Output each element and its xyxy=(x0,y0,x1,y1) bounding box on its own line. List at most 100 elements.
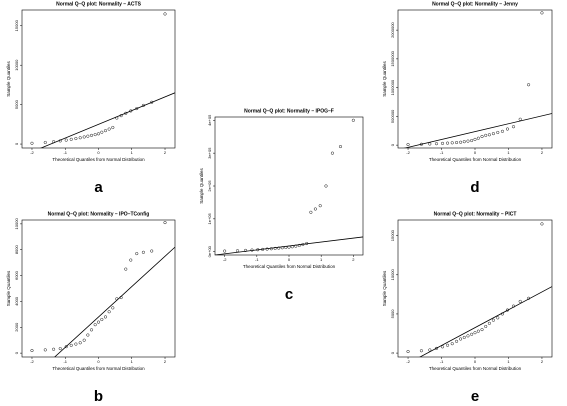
y-tick-label: 500000 xyxy=(390,109,395,123)
qq-point xyxy=(30,349,34,353)
y-tick-label: 1e+05 xyxy=(207,212,212,224)
qq-point xyxy=(466,139,470,143)
plot-frame xyxy=(397,9,553,149)
qq-point xyxy=(100,130,104,134)
qq-point xyxy=(473,137,477,141)
x-tick-label: 0 xyxy=(474,359,477,364)
y-axis-label: Sample Quantiles xyxy=(382,60,387,96)
qq-point xyxy=(256,248,260,252)
x-tick-label: -1 xyxy=(440,150,444,155)
x-tick-label: 2 xyxy=(164,359,167,364)
qq-point xyxy=(446,141,450,145)
panel-label: a xyxy=(94,179,103,196)
qq-point xyxy=(58,347,62,351)
qq-point xyxy=(527,83,531,87)
qq-point xyxy=(459,140,463,144)
y-tick-label: 6000 xyxy=(14,270,19,280)
qq-point xyxy=(58,139,62,143)
qq-point xyxy=(511,304,516,308)
qq-point xyxy=(30,141,34,145)
qq-point xyxy=(487,133,491,137)
y-tick-label: 0 xyxy=(14,142,19,145)
qq-point xyxy=(141,103,145,107)
panel-label: e xyxy=(471,388,479,405)
qq-point xyxy=(111,306,115,310)
qq-panel: Normal Q–Q plot: Normality – ACTS Theoret… xyxy=(6,1,176,196)
x-tick-label: 0 xyxy=(97,150,100,155)
qq-panel: Normal Q–Q plot: Normality – PICT Theoret… xyxy=(382,211,553,405)
qq-point xyxy=(86,134,90,138)
x-tick-label: 0 xyxy=(474,150,477,155)
y-axis-label: Sample Quantiles xyxy=(382,270,387,306)
qq-point xyxy=(290,245,294,249)
y-tick-label: 15000 xyxy=(14,19,19,31)
qq-point xyxy=(505,308,509,312)
qq-point xyxy=(480,134,484,139)
qq-point xyxy=(124,111,128,115)
y-axis-label: Sample Quantiles xyxy=(199,167,204,203)
qq-point xyxy=(244,248,248,252)
x-tick-label: 2 xyxy=(164,150,167,155)
qq-panel: Normal Q–Q plot: Normality – IPOG–F Theor… xyxy=(199,108,364,303)
qq-point xyxy=(163,12,167,16)
x-tick-label: 2 xyxy=(541,359,544,364)
qq-point xyxy=(491,318,495,322)
qq-point xyxy=(406,349,410,354)
qq-point xyxy=(135,252,139,256)
qq-point xyxy=(43,140,47,145)
qq-point xyxy=(324,184,328,188)
y-tick-label: 5000 xyxy=(14,99,19,109)
x-tick-label: -2 xyxy=(30,150,34,155)
panel-label: b xyxy=(94,388,103,405)
qq-point xyxy=(235,249,240,253)
qq-point xyxy=(473,331,477,335)
qq-point xyxy=(301,242,305,247)
qq-point xyxy=(500,312,504,316)
qq-point xyxy=(476,136,480,140)
qq-point xyxy=(462,335,466,339)
qq-point xyxy=(277,246,281,250)
qq-point xyxy=(287,245,291,249)
chart-title: Normal Q–Q plot: Normality – ACTS xyxy=(56,1,141,7)
x-tick-label: -2 xyxy=(406,150,410,155)
qq-point xyxy=(269,247,273,251)
qq-point xyxy=(103,315,108,319)
qq-point xyxy=(273,246,277,250)
panel-label: c xyxy=(285,286,293,303)
qq-point xyxy=(223,249,227,253)
y-tick-label: 0 xyxy=(390,351,395,354)
qq-point xyxy=(470,332,474,336)
qq-point xyxy=(135,107,139,111)
qq-point xyxy=(265,247,269,251)
qq-point xyxy=(115,116,119,120)
x-tick-label: -1 xyxy=(63,150,67,155)
qq-point xyxy=(96,320,101,324)
qq-point xyxy=(330,151,334,155)
qq-panel: Normal Q–Q plot: Normality – IPO–TConfig… xyxy=(6,211,176,405)
y-tick-label: 4000 xyxy=(14,296,19,306)
qq-point xyxy=(441,141,445,145)
qq-point xyxy=(115,297,119,301)
qq-point xyxy=(459,337,463,341)
panel-label: d xyxy=(470,179,479,196)
qq-point xyxy=(441,345,445,349)
qq-point xyxy=(103,129,108,133)
qq-point xyxy=(93,323,97,327)
chart-title: Normal Q–Q plot: Normality – IPO–TConfig xyxy=(48,211,150,217)
qq-point xyxy=(338,145,343,149)
qq-point xyxy=(434,346,439,350)
qq-point xyxy=(93,133,97,137)
x-axis-label: Theoretical Quantiles from Normal Distri… xyxy=(243,264,336,269)
x-tick-label: 1 xyxy=(507,150,510,155)
qq-point xyxy=(462,140,466,144)
qq-point xyxy=(297,243,301,247)
x-tick-label: -2 xyxy=(406,359,410,364)
x-tick-label: 1 xyxy=(507,359,510,364)
qq-point xyxy=(89,328,94,332)
qq-point xyxy=(434,142,439,146)
reference-line xyxy=(40,92,175,148)
reference-line xyxy=(403,113,552,148)
qq-point xyxy=(428,348,432,352)
qq-point xyxy=(78,136,82,140)
